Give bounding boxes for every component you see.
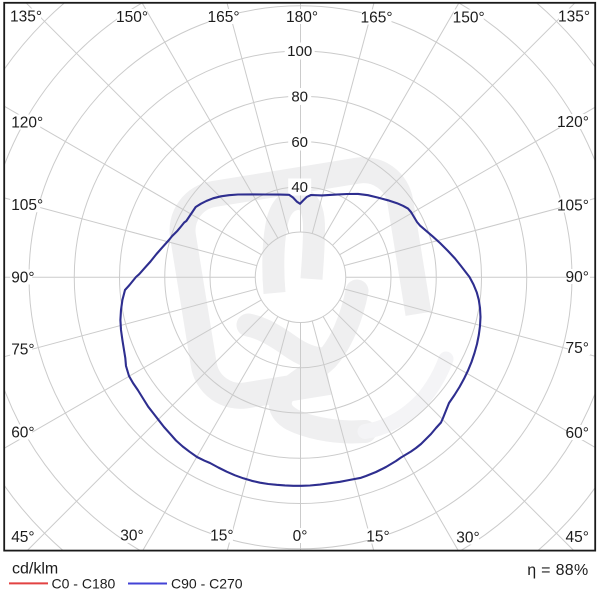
- svg-text:105°: 105°: [557, 197, 589, 214]
- svg-text:150°: 150°: [116, 9, 148, 26]
- svg-text:75°: 75°: [11, 341, 34, 358]
- svg-text:165°: 165°: [207, 9, 239, 26]
- svg-text:90°: 90°: [11, 269, 34, 286]
- svg-text:150°: 150°: [453, 9, 485, 26]
- svg-text:165°: 165°: [360, 9, 392, 26]
- svg-text:180°: 180°: [286, 9, 318, 26]
- svg-text:60°: 60°: [566, 425, 589, 442]
- svg-text:C0 - C180: C0 - C180: [52, 576, 116, 592]
- svg-text:η = 88%: η = 88%: [527, 562, 588, 579]
- svg-text:C90 - C270: C90 - C270: [171, 576, 243, 592]
- svg-text:45°: 45°: [11, 529, 34, 546]
- svg-text:30°: 30°: [120, 528, 143, 545]
- svg-text:60°: 60°: [11, 424, 34, 441]
- svg-text:0°: 0°: [293, 528, 308, 545]
- svg-text:120°: 120°: [11, 114, 43, 131]
- svg-text:120°: 120°: [557, 114, 589, 131]
- svg-text:75°: 75°: [566, 340, 589, 357]
- svg-text:cd/klm: cd/klm: [12, 561, 58, 578]
- svg-text:60: 60: [291, 134, 308, 151]
- svg-text:100: 100: [287, 43, 312, 60]
- svg-text:45°: 45°: [566, 529, 589, 546]
- svg-text:30°: 30°: [456, 529, 479, 546]
- svg-text:90°: 90°: [566, 269, 589, 286]
- svg-text:15°: 15°: [210, 527, 233, 544]
- svg-text:135°: 135°: [558, 8, 590, 25]
- svg-text:15°: 15°: [366, 528, 389, 545]
- svg-text:80: 80: [291, 89, 308, 106]
- svg-text:105°: 105°: [11, 197, 43, 214]
- svg-text:40: 40: [291, 179, 308, 196]
- svg-text:135°: 135°: [10, 8, 42, 25]
